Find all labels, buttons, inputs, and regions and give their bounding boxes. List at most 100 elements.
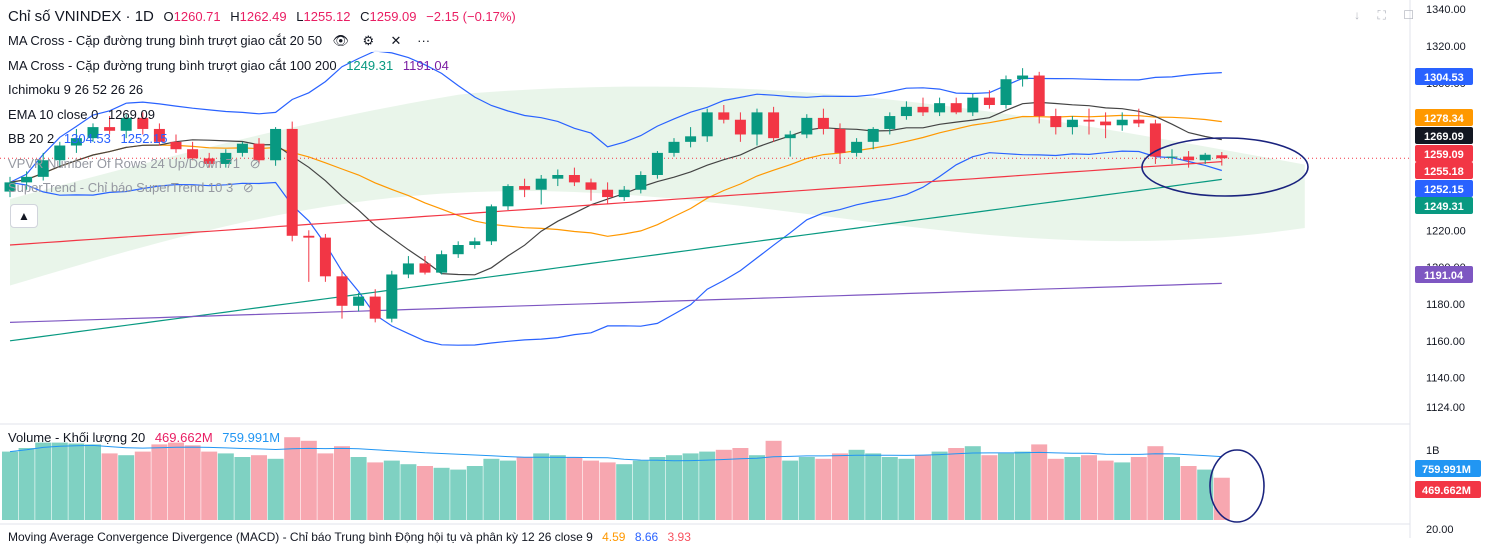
fullscreen-icon[interactable]: ⛶ [1377,8,1386,22]
price-tick-label: 1180.00 [1426,299,1465,311]
volume-bar [1014,451,1031,520]
indicator-macd-row[interactable]: Moving Average Convergence Divergence (M… [8,526,697,548]
candle-body [618,189,630,198]
volume-bar [782,460,799,520]
volume-bar [848,449,865,520]
candle [502,184,514,210]
volume-bar [151,444,168,520]
candle-body [917,106,929,113]
volume-bar [350,457,367,520]
candle [602,182,614,205]
indicator-volume-row[interactable]: Volume - Khối lượng 20 469.662M 759.991M [8,427,286,449]
volume-bar [1047,458,1064,520]
price-tick-label: 1140.00 [1426,373,1465,385]
volume-tick-label: 1B [1426,445,1439,457]
volume-bar [317,453,334,520]
chevron-up-icon[interactable]: ▲ [10,204,38,228]
candle-body [983,97,995,105]
volume-bar [201,451,218,520]
candle [751,108,763,146]
volume-bar [334,446,350,520]
ma100-line [9,178,1222,342]
candle-body [369,296,381,319]
price-axis-label-bg [1415,109,1473,126]
candle [817,108,829,135]
volume-bar [881,457,898,520]
candle-body [1050,116,1062,128]
ohlc-low: L1255.12 [296,9,350,24]
candle [1166,149,1178,164]
volume-value-1: 469.662M [154,430,213,445]
bb-value-1: 1304.53 [63,131,111,146]
volume-bar [599,462,616,520]
candle-body [303,235,315,238]
candle-body [253,143,265,161]
candle-body [54,145,66,161]
eye-hidden-icon[interactable]: ⊘ [242,180,254,195]
volume-bar [516,457,533,520]
candle [469,237,481,249]
candle-body [203,158,215,164]
volume-bar [732,448,749,520]
ma2-value-2: 1191.04 [402,58,449,73]
volume-bar [400,464,417,520]
indicator-ichimoku-row[interactable]: Ichimoku 9 26 52 26 26 [8,79,149,101]
candle [967,93,979,117]
price-axis-label: 1304.53 [1415,68,1473,85]
candle-body [568,175,580,183]
volume-bar [134,451,151,520]
candle-body [685,136,697,142]
candle [1149,119,1161,164]
candle-body [867,128,879,142]
low-label: L [296,9,304,24]
candle-body [1017,75,1029,80]
candle [220,149,232,168]
gear-icon[interactable]: ⚙ [362,33,375,48]
indicator-supertrend-row[interactable]: SuperTrend - Chỉ báo SuperTrend 10 3 ⊘ [8,177,260,199]
volume-bar [865,453,882,520]
candle [784,130,796,157]
symbol-title[interactable]: Chỉ số VNINDEX · 1D [8,8,154,25]
indicator-ma1-row[interactable]: MA Cross - Cặp đường trung bình trượt gi… [8,30,439,52]
price-axis-label: 1252.15 [1415,180,1473,197]
price-axis-label-bg [1415,145,1473,162]
indicator-ma2-row[interactable]: MA Cross - Cặp đường trung bình trượt gi… [8,55,455,77]
top-toolbar: ↓ ⛶ ☐ [1340,8,1414,23]
open-label: O [163,9,174,24]
volume-bar [168,442,184,520]
candle [552,169,564,187]
volume-bar [666,455,682,520]
close-value: 1259.09 [369,9,417,24]
arrow-down-icon[interactable]: ↓ [1354,8,1361,22]
square-icon[interactable]: ☐ [1403,8,1414,22]
candle [1066,116,1078,135]
candle-body [37,160,49,177]
candle-body [519,186,531,190]
price-axis-label-text: 1304.53 [1424,72,1464,84]
volume-bar [632,460,649,520]
candle-body [452,245,464,255]
candle [402,256,414,279]
bb-value-2: 1252.15 [120,131,168,146]
indicator-vpvr-row[interactable]: VPVR Number Of Rows 24 Up/Down 71 ⊘ [8,153,266,175]
indicator-ema-row[interactable]: EMA 10 close 0 1269.09 [8,104,161,126]
candle [685,127,697,148]
price-axis-label-bg [1415,127,1473,144]
candle-body [1183,156,1195,161]
more-icon[interactable]: ··· [417,33,431,48]
annotation-circle [1141,137,1309,197]
volume-bar [915,455,931,520]
volume-bar [267,458,284,520]
volume-axis-label-text: 759.991M [1422,464,1471,476]
price-axis-label-text: 1191.04 [1424,270,1464,282]
candle-body [734,119,746,135]
eye-hidden-icon[interactable]: ⊘ [249,156,261,171]
eye-icon[interactable]: 👁 [332,33,349,48]
volume-axis-label: 469.662M [1415,481,1481,498]
candle-body [137,117,149,129]
close-icon[interactable]: ✕ [390,33,402,48]
indicator-bb-row[interactable]: BB 20 2 1304.53 1252.15 [8,128,174,150]
annotation-circle [1209,449,1265,523]
candle [54,141,66,166]
